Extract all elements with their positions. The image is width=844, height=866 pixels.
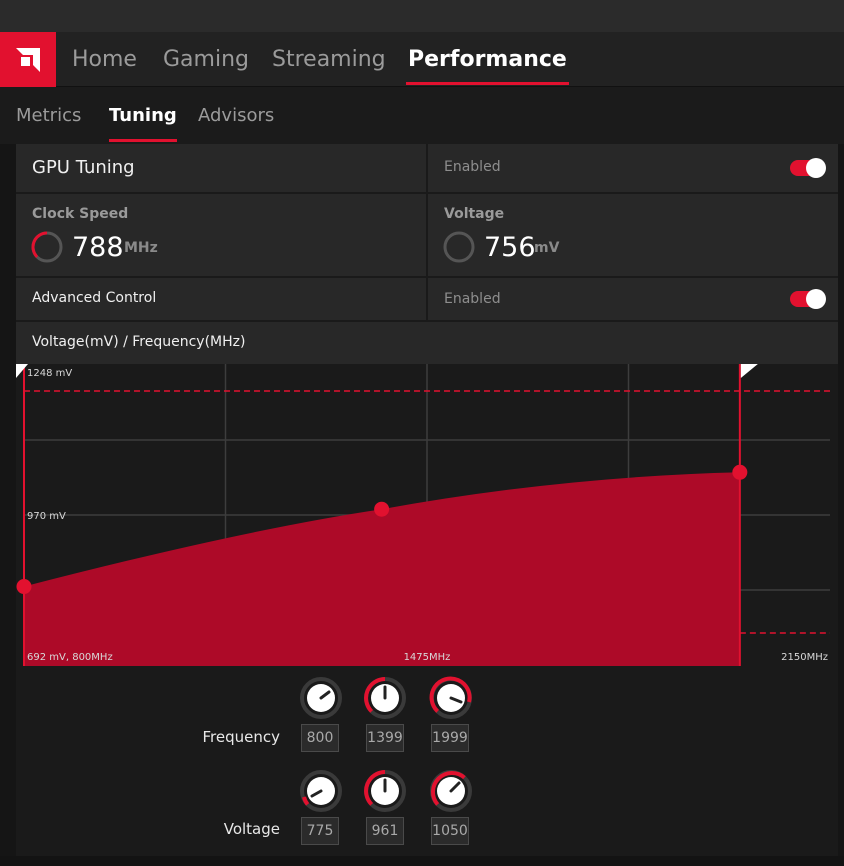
subtab-metrics[interactable]: Metrics [16,87,81,144]
frequency-value-3[interactable]: 1999 [431,724,469,752]
bottom-strip [0,856,844,866]
voltage-knob-3[interactable] [429,769,473,813]
voltage-knob-2[interactable] [363,769,407,813]
x-min-label: 692 mV, 800MHz [27,652,113,663]
nav-tab-label: Performance [408,47,567,72]
voltage-unit: mV [534,240,560,256]
tuning-panel: GPU Tuning Enabled Clock Speed 788 MHz V… [16,144,838,366]
voltage-value: 756 [484,232,536,263]
gpu-tuning-status: Enabled [444,159,501,175]
curve-point-1[interactable] [16,579,32,595]
frequency-knob-2[interactable] [363,676,407,720]
y-max-label: 1248 mV [27,368,72,379]
nav-tab-label: Streaming [272,47,386,72]
frequency-knob-1[interactable] [299,676,343,720]
toggle-knob [806,289,826,309]
frequency-row-label: Frequency [202,728,281,746]
chart-header-label: Voltage(mV) / Frequency(MHz) [32,334,246,350]
frequency-value-1[interactable]: 800 [301,724,339,752]
y-mid-label: 970 mV [27,511,66,522]
gpu-tuning-toggle[interactable] [790,158,826,178]
knob-panel: Frequency Voltage 800 1399 1999 775 961 … [16,666,838,856]
advanced-control-status: Enabled [444,291,501,307]
nav-tab-performance[interactable]: Performance [406,32,569,87]
chart-header-cell: Voltage(mV) / Frequency(MHz) [16,322,838,364]
advanced-control-toggle[interactable] [790,289,826,309]
nav-tab-home[interactable]: Home [72,32,137,87]
clock-speed-cell: Clock Speed 788 MHz [16,194,426,276]
subtab-advisors[interactable]: Advisors [198,87,274,144]
voltage-frequency-chart[interactable]: 1248 mV 970 mV 692 mV, 800MHz 1475MHz 2150MH… [16,364,838,666]
x-mid-label: 1475MHz [404,652,451,663]
title-bar [0,0,844,32]
subtab-label: Tuning [109,105,177,126]
frequency-value-2[interactable]: 1399 [366,724,404,752]
frequency-knob-3[interactable] [429,676,473,720]
x-max-label: 2150MHz [781,652,828,663]
curve-point-2[interactable] [374,501,390,517]
chart-svg: 1248 mV 970 mV 692 mV, 800MHz 1475MHz 2150MH… [16,364,830,666]
subtab-label: Advisors [198,105,275,126]
voltage-knob-1[interactable] [299,769,343,813]
curve-point-3[interactable] [732,464,748,480]
voltage-value-2[interactable]: 961 [366,817,404,845]
sub-nav: Metrics Tuning Advisors [0,87,844,144]
advanced-control-status-cell: Enabled [428,278,838,320]
subtab-tuning[interactable]: Tuning [109,87,177,144]
active-tab-underline [406,82,569,85]
nav-tab-streaming[interactable]: Streaming [272,32,386,87]
voltage-value-1[interactable]: 775 [301,817,339,845]
voltage-frequency-area [24,472,740,666]
clock-speed-value: 788 [72,232,124,263]
subtab-label: Metrics [16,105,82,126]
advanced-control-cell: Advanced Control [16,278,426,320]
main-nav: Home Gaming Streaming Performance [0,32,844,87]
voltage-row-label: Voltage [223,820,280,838]
max-limit-handle-icon [740,364,758,378]
clock-speed-gauge-icon [31,231,63,263]
voltage-cell: Voltage 756 mV [428,194,838,276]
advanced-control-label: Advanced Control [32,290,157,306]
voltage-gauge-icon [443,231,475,263]
nav-tab-gaming[interactable]: Gaming [163,32,249,87]
clock-speed-title: Clock Speed [32,206,129,222]
nav-tab-label: Gaming [163,47,249,72]
amd-logo-icon[interactable] [0,32,56,87]
nav-tab-label: Home [72,47,137,72]
min-limit-handle-icon [16,364,28,378]
gpu-tuning-label: GPU Tuning [32,157,135,178]
toggle-knob [806,158,826,178]
voltage-title: Voltage [444,206,505,222]
voltage-value-3[interactable]: 1050 [431,817,469,845]
clock-speed-unit: MHz [124,240,158,256]
gpu-tuning-cell: GPU Tuning [16,144,426,192]
active-subtab-underline [109,139,177,142]
gpu-tuning-status-cell: Enabled [428,144,838,192]
